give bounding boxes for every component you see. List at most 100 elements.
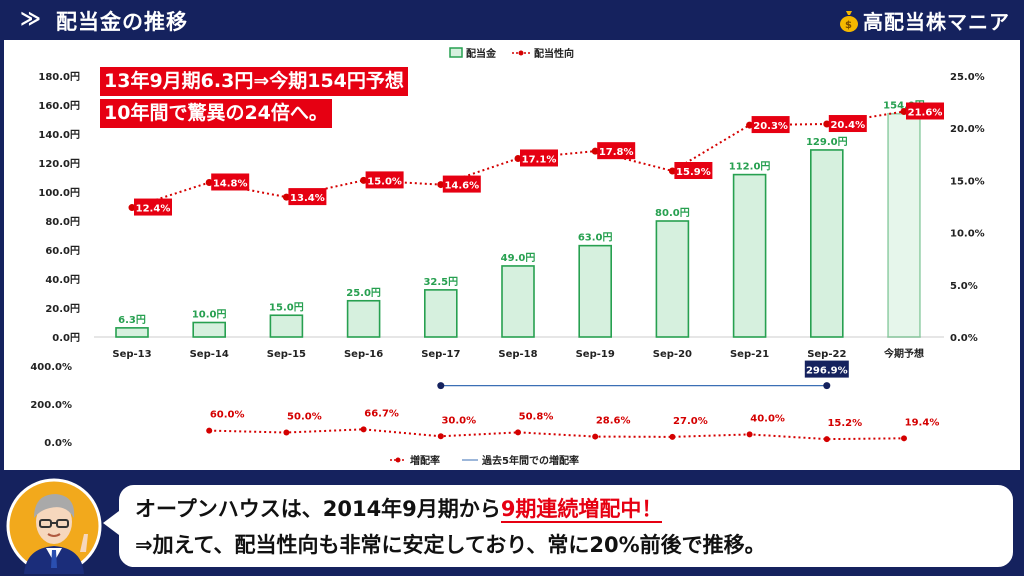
payout-label-bg [597, 142, 636, 160]
payout-ratio-point [205, 178, 213, 186]
payout-label: 17.8% [599, 147, 634, 158]
bar-value-label: 25.0円 [346, 287, 381, 299]
bar [269, 314, 304, 338]
bar-value-label: 10.0円 [192, 309, 227, 321]
growth-rate-point [669, 433, 676, 440]
bar-value-label: 49.0円 [501, 252, 536, 264]
payout-ratio-point [823, 120, 831, 128]
payout-label-bg [288, 188, 327, 206]
payout-ratio-point [282, 193, 290, 201]
bubble-tail [103, 511, 119, 535]
growth-rate-label: 50.0% [287, 412, 322, 423]
chevron-right-icon: ≫ [20, 6, 41, 30]
five-year-end-point [823, 382, 831, 390]
bar [887, 112, 921, 338]
payout-label-bg [442, 175, 481, 193]
bubble-line-1: オープンハウスは、2014年9月期から9期連続増配中！ [135, 493, 663, 523]
bar-value-label: 129.0円 [806, 136, 848, 148]
y3-tick-label: 400.0% [30, 362, 72, 373]
y2-tick-label: 10.0% [950, 229, 985, 240]
y-tick-label: 100.0円 [38, 187, 80, 199]
bar-value-label: 80.0円 [655, 207, 690, 219]
legend-five-year-label: 過去5年間での増配率 [481, 454, 579, 467]
growth-rate-point [592, 433, 599, 440]
y-tick-label: 120.0円 [38, 158, 80, 170]
bar [423, 289, 458, 338]
bar-value-label: 63.0円 [578, 232, 613, 244]
y-tick-label: 80.0円 [45, 216, 80, 228]
bar [578, 244, 613, 338]
payout-ratio-point [514, 154, 522, 162]
x-tick-label: Sep-16 [344, 349, 383, 360]
legend-line-label: 配当性向 [534, 47, 574, 60]
y-tick-label: 180.0円 [38, 71, 80, 83]
payout-label: 17.1% [522, 154, 557, 165]
growth-rate-label: 66.7% [364, 408, 399, 419]
payout-label: 14.6% [444, 181, 479, 192]
payout-ratio-point [746, 121, 754, 129]
payout-label: 21.6% [908, 107, 943, 118]
y-tick-label: 140.0円 [38, 129, 80, 141]
x-tick-label: Sep-13 [112, 349, 151, 360]
payout-label: 15.0% [367, 176, 402, 187]
payout-label: 15.9% [676, 167, 711, 178]
y2-tick-label: 5.0% [950, 281, 978, 292]
y2-tick-label: 20.0% [950, 124, 985, 135]
payout-ratio-point [360, 176, 368, 184]
y3-tick-label: 200.0% [30, 400, 72, 411]
payout-label: 13.4% [290, 193, 325, 204]
y-tick-label: 160.0円 [38, 100, 80, 112]
growth-rate-label: 15.2% [827, 418, 862, 429]
payout-label: 14.8% [213, 178, 248, 189]
payout-label-bg [211, 173, 250, 191]
x-tick-label: 今期予想 [883, 347, 924, 360]
growth-rate-point [901, 435, 907, 442]
payout-label-bg [906, 102, 944, 120]
bar [732, 173, 767, 338]
x-tick-label: Sep-15 [267, 349, 306, 360]
growth-rate-point [746, 431, 753, 438]
y2-tick-label: 15.0% [950, 176, 985, 187]
x-tick-label: Sep-21 [730, 349, 769, 360]
growth-rate-line [209, 428, 905, 441]
growth-rate-point [360, 426, 367, 433]
bar [115, 327, 149, 338]
payout-label: 20.4% [830, 120, 865, 131]
chart-svg: 0.0円 20.0円 40.0円 60.0円 80.0円 100.0円 120.0円 140.… [30, 47, 985, 467]
growth-rate-label: 27.0% [673, 416, 708, 427]
payout-ratio-point [437, 181, 445, 189]
svg-text:$: $ [845, 20, 853, 31]
payout-label-bg [828, 115, 867, 133]
growth-rate-point [206, 427, 213, 434]
legend-growth-label: 増配率 [410, 454, 440, 467]
payout-label: 12.4% [136, 204, 171, 215]
x-tick-label: Sep-17 [421, 349, 460, 360]
bar-value-label: 112.0円 [729, 161, 771, 173]
five-year-start-point [437, 382, 445, 390]
bar [192, 321, 226, 338]
legend-line-marker [518, 50, 524, 56]
bubble-highlight: 9期連続増配中！ [500, 497, 663, 523]
payout-label: 20.3% [753, 121, 788, 132]
x-tick-label: Sep-20 [653, 349, 692, 360]
speech-bubble: オープンハウスは、2014年9月期から9期連続増配中！ ⇒加えて、配当性向も非常… [103, 482, 1016, 570]
bubble-line-2: ⇒加えて、配当性向も非常に安定しており、常に20%前後で推移。 [135, 533, 766, 557]
bubble-line-1-text: オープンハウスは、2014年9月期から [135, 497, 501, 521]
y-tick-label: 0.0円 [52, 332, 80, 344]
header-bar: ≫ 配当金の推移 $ 高配当株マニア [0, 0, 1024, 40]
y3-tick-label: 0.0% [44, 438, 72, 449]
growth-rate-label: 40.0% [750, 413, 785, 424]
growth-rate-point [437, 433, 444, 440]
payout-label-bg [751, 116, 790, 134]
five-year-label: 296.9% [806, 366, 848, 377]
payout-ratio-point [900, 107, 908, 115]
bar [501, 265, 535, 338]
note-line-1: 13年9月期6.3円⇒今期154円予想 [100, 67, 408, 96]
x-tick-label: Sep-19 [576, 349, 615, 360]
y-tick-label: 40.0円 [45, 274, 80, 286]
bar-value-label: 32.5円 [423, 276, 458, 288]
growth-rate-label: 30.0% [441, 415, 476, 426]
growth-rate-point [823, 436, 830, 443]
page-title: 配当金の推移 [56, 10, 188, 34]
payout-ratio-point [668, 167, 676, 175]
